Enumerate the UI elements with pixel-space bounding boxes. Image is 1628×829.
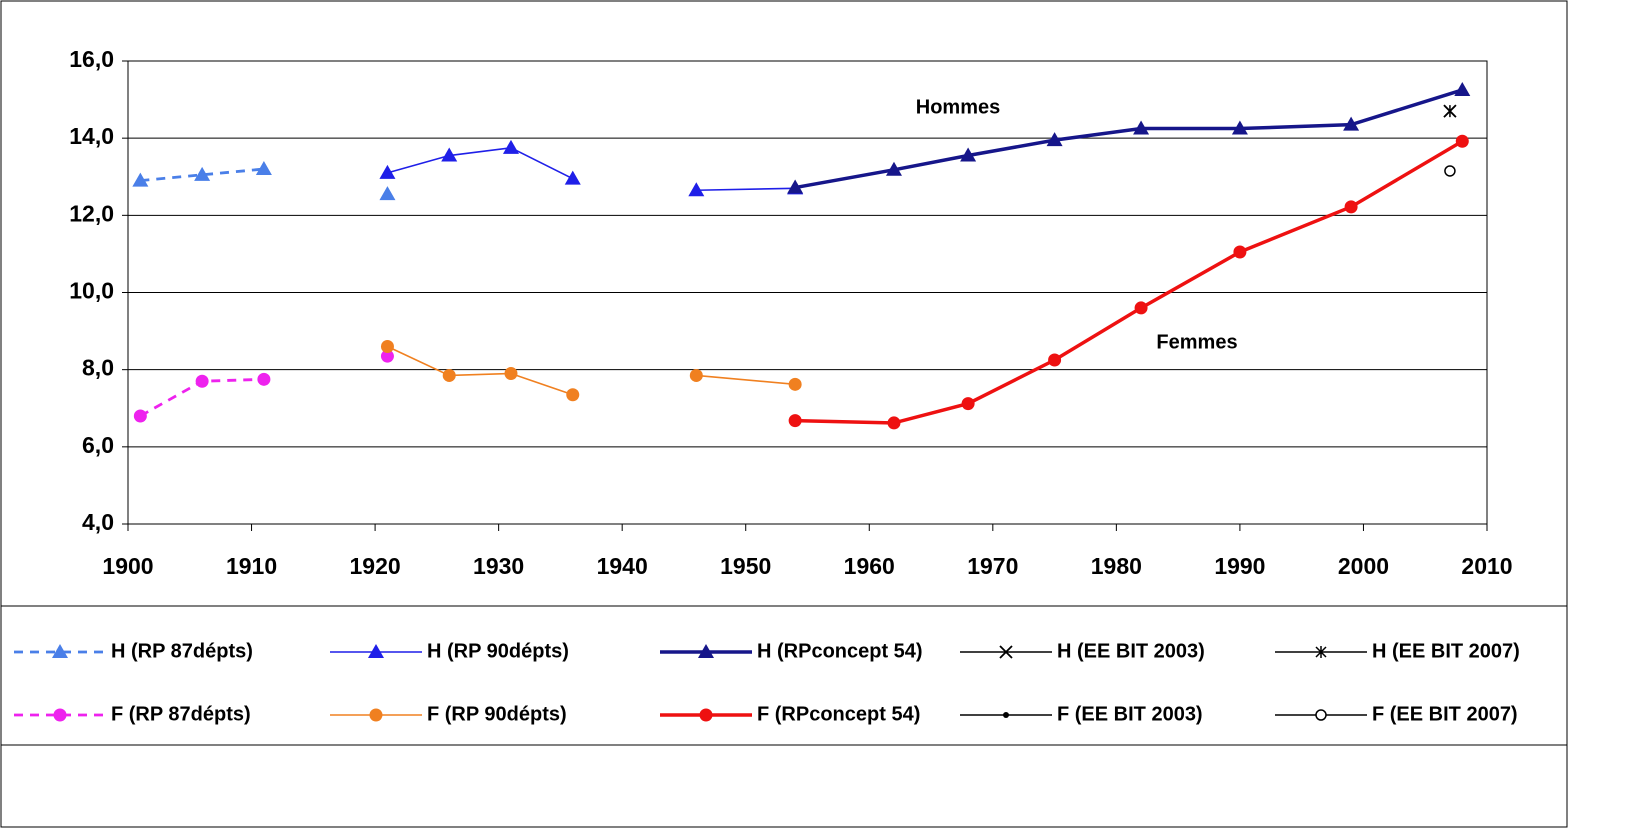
data-point [133, 409, 147, 423]
legend-marker [368, 644, 384, 658]
y-tick-label: 16,0 [69, 46, 114, 72]
data-point [787, 179, 804, 194]
series-line [795, 139, 1464, 425]
legend-marker [52, 644, 68, 658]
data-point [1454, 81, 1471, 96]
data-point [442, 368, 456, 382]
data-point [887, 416, 901, 430]
data-point [379, 164, 396, 179]
legend-marker [699, 708, 713, 722]
y-tick-label: 14,0 [69, 123, 114, 149]
data-point [1444, 165, 1456, 177]
x-tick-label: 1910 [226, 553, 277, 579]
y-tick-label: 8,0 [82, 355, 114, 381]
legend-marker [1315, 709, 1327, 721]
series-line [387, 146, 574, 180]
data-point [504, 367, 518, 381]
legend-label: H (RP 90dépts) [427, 640, 569, 662]
legend-label: H (RPconcept 54) [757, 640, 923, 662]
data-point [885, 161, 902, 176]
legend-marker [698, 644, 714, 658]
data-point [1046, 132, 1063, 147]
data-point [1455, 134, 1469, 148]
data-point [380, 340, 394, 354]
data-point [257, 372, 271, 386]
data-point [132, 172, 149, 187]
legend-marker [1003, 712, 1009, 718]
data-point [1133, 120, 1150, 135]
x-tick-label: 1900 [102, 553, 153, 579]
legend-label: F (RP 90dépts) [427, 703, 567, 725]
data-point [688, 182, 705, 197]
data-point [195, 374, 209, 388]
data-point [788, 414, 802, 428]
legend-marker [53, 708, 67, 722]
data-point [502, 139, 519, 154]
annotation: Femmes [1156, 331, 1237, 353]
data-point [255, 161, 272, 176]
legend-marker [999, 645, 1013, 659]
data-point [441, 147, 458, 162]
legend-marker [1315, 646, 1327, 658]
legend-label: H (EE BIT 2007) [1372, 640, 1520, 662]
y-tick-label: 12,0 [69, 200, 114, 226]
legend-marker [369, 708, 383, 722]
legend-label: F (RPconcept 54) [757, 703, 920, 725]
x-tick-label: 1930 [473, 553, 524, 579]
annotation: Hommes [916, 96, 1000, 118]
data-point [1231, 120, 1248, 135]
data-point [1343, 116, 1360, 131]
y-tick-label: 10,0 [69, 278, 114, 304]
x-tick-label: 2000 [1338, 553, 1389, 579]
data-point [380, 349, 394, 363]
data-point [1444, 105, 1456, 118]
legend-label: F (RP 87dépts) [111, 703, 251, 725]
data-point [961, 397, 975, 411]
x-tick-label: 1920 [350, 553, 401, 579]
legend-label: F (EE BIT 2007) [1372, 703, 1518, 725]
data-point [194, 166, 211, 181]
series-line [387, 345, 574, 396]
y-tick-label: 4,0 [82, 509, 114, 535]
x-tick-label: 1970 [967, 553, 1018, 579]
data-point [1134, 301, 1148, 315]
data-point [1344, 200, 1358, 214]
data-point [689, 368, 703, 382]
series-line [696, 374, 796, 386]
data-point [379, 186, 396, 201]
legend-label: H (EE BIT 2003) [1057, 640, 1205, 662]
data-point [566, 388, 580, 402]
series-line [696, 187, 796, 192]
y-tick-label: 6,0 [82, 432, 114, 458]
series-line [794, 88, 1463, 190]
x-tick-label: 1990 [1214, 553, 1265, 579]
legend-label: H (RP 87dépts) [111, 640, 253, 662]
data-point [1048, 353, 1062, 367]
data-point [564, 170, 581, 185]
series-line [140, 167, 265, 183]
x-tick-label: 1950 [720, 553, 771, 579]
data-point [960, 147, 977, 162]
data-point [788, 377, 802, 391]
legend-label: F (EE BIT 2003) [1057, 703, 1203, 725]
x-tick-label: 1960 [844, 553, 895, 579]
x-tick-label: 2010 [1461, 553, 1512, 579]
x-tick-label: 1940 [597, 553, 648, 579]
x-tick-label: 1980 [1091, 553, 1142, 579]
data-point [1233, 245, 1247, 259]
